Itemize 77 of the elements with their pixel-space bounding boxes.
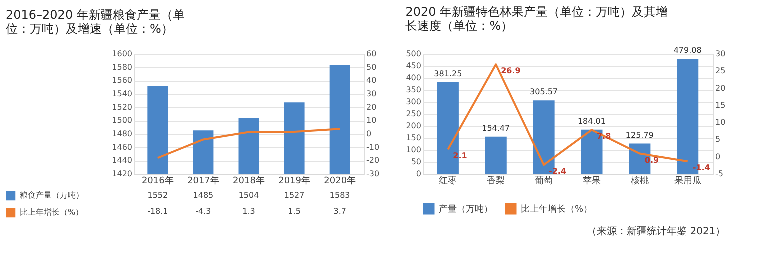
x-tick-label: 香梨 xyxy=(487,176,506,186)
y-tick-label: 1500 xyxy=(112,116,132,126)
y2-tick-label: 50 xyxy=(366,62,377,72)
bar xyxy=(485,136,507,174)
data-label: 154.47 xyxy=(482,124,510,133)
y2-tick-label: 25 xyxy=(716,66,726,76)
y-tick-label: 300 xyxy=(406,98,422,106)
x-tick-label: 核桃 xyxy=(630,176,649,186)
y-tick-label: 1420 xyxy=(112,170,132,178)
y2-tick-label: 0 xyxy=(366,130,372,138)
x-tick-label: 2018年 xyxy=(233,176,265,186)
data-label: 479.08 xyxy=(674,46,702,56)
y-tick-label: 1540 xyxy=(112,90,132,98)
y2-tick-label: 20 xyxy=(366,102,377,112)
data-label: 381.25 xyxy=(434,70,462,78)
y-tick-label: 350 xyxy=(406,86,422,94)
y2-tick-label: 10 xyxy=(716,118,726,128)
legend-label: 比上年增长（%） xyxy=(20,208,84,217)
legend-label: 比上年增长（%） xyxy=(521,204,593,215)
data-label: 1527 xyxy=(284,191,305,200)
data-label: 1552 xyxy=(148,191,168,200)
y-tick-label: 150 xyxy=(406,134,422,142)
chart-title: 2016–2020 年新疆粮食产量（单位：万吨）及增速（单位：%） xyxy=(6,8,185,36)
x-tick-label: 苹果 xyxy=(582,176,601,186)
y2-tick-label: -20 xyxy=(366,156,380,166)
y2-tick-label: 30 xyxy=(716,50,726,58)
x-tick-label: 2019年 xyxy=(278,176,310,186)
y-tick-label: 200 xyxy=(406,122,422,130)
text: （来源：新疆统计年鉴 2021） xyxy=(587,226,726,238)
y-tick-label: 1580 xyxy=(112,62,132,72)
y-tick-label: 1600 xyxy=(112,50,132,58)
x-tick-label: 2016年 xyxy=(142,176,174,186)
data-label: 1485 xyxy=(193,191,214,200)
data-label: -18.1 xyxy=(148,207,168,216)
data-label: 305.57 xyxy=(530,88,558,97)
y2-tick-label: 60 xyxy=(366,50,377,58)
y-tick-label: 400 xyxy=(406,74,422,82)
legend-label: 粮食产量（万吨） xyxy=(20,191,84,200)
y2-tick-label: 20 xyxy=(716,84,726,93)
data-label: 1.3 xyxy=(242,207,256,216)
y2-tick-label: 15 xyxy=(716,100,726,110)
data-label: 1583 xyxy=(330,191,350,200)
y2-tick-label: 0 xyxy=(716,152,721,162)
y2-tick-label: 5 xyxy=(716,135,721,144)
y2-tick-label: 10 xyxy=(366,116,377,126)
y-tick-label: 250 xyxy=(406,110,422,118)
y2-tick-label: -5 xyxy=(716,170,724,178)
y-tick-label: 1460 xyxy=(112,142,132,152)
x-tick-label: 葡萄 xyxy=(535,176,554,186)
data-label: 1.5 xyxy=(288,207,301,216)
y-tick-label: 100 xyxy=(406,146,422,154)
data-label: 7.8 xyxy=(596,132,612,142)
y2-tick-label: -30 xyxy=(366,170,380,178)
y2-tick-label: 40 xyxy=(366,76,377,86)
data-label: 1504 xyxy=(238,191,260,200)
y-tick-label: 1560 xyxy=(112,76,132,86)
y2-tick-label: 30 xyxy=(366,90,377,98)
y-tick-label: 500 xyxy=(406,50,422,58)
data-label: 3.7 xyxy=(334,207,346,216)
legend-label: 产量（万吨） xyxy=(439,204,493,215)
y-tick-label: 1520 xyxy=(112,102,132,112)
y-tick-label: 50 xyxy=(411,158,422,166)
data-label: 184.01 xyxy=(578,116,606,126)
x-tick-label: 2020年 xyxy=(324,176,356,186)
x-tick-label: 红枣 xyxy=(439,176,458,186)
y2-tick-label: -10 xyxy=(366,142,380,152)
chart-title: 2020 年新疆特色林果产量（单位：万吨）及其增长速度（单位：%） xyxy=(406,5,668,34)
x-tick-label: 2017年 xyxy=(188,176,220,186)
line-series xyxy=(156,128,342,160)
x-tick-label: 果用瓜 xyxy=(674,176,702,186)
data-label: 125.79 xyxy=(626,130,654,140)
y-tick-label: 450 xyxy=(406,62,422,70)
y-tick-label: 1480 xyxy=(112,130,132,138)
y-tick-label: 0 xyxy=(416,170,422,178)
data-label: -4.3 xyxy=(196,207,212,216)
y-tick-label: 1440 xyxy=(112,156,132,166)
data-label: 26.9 xyxy=(501,66,522,76)
